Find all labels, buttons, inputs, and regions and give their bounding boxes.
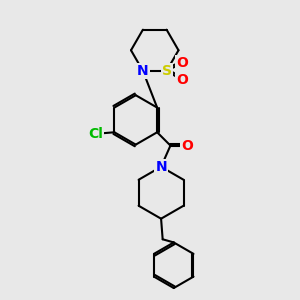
Text: O: O xyxy=(176,56,188,70)
Text: N: N xyxy=(155,160,167,174)
Text: S: S xyxy=(162,64,172,78)
Text: O: O xyxy=(176,73,188,87)
Text: O: O xyxy=(181,139,193,153)
Text: N: N xyxy=(137,64,149,78)
Text: Cl: Cl xyxy=(88,127,103,141)
